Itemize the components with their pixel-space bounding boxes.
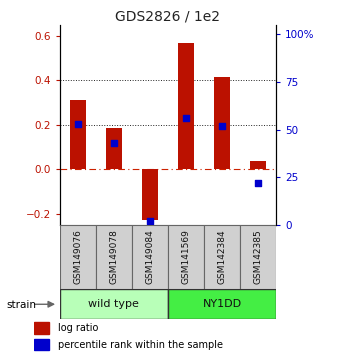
Bar — [204, 225, 240, 289]
Bar — [34, 339, 49, 350]
Bar — [214, 77, 230, 169]
Text: GSM149076: GSM149076 — [73, 229, 82, 284]
Bar — [96, 225, 132, 289]
Text: percentile rank within the sample: percentile rank within the sample — [58, 339, 223, 350]
Text: GSM141569: GSM141569 — [181, 229, 191, 284]
Bar — [178, 42, 194, 169]
Text: NY1DD: NY1DD — [203, 299, 242, 309]
Bar — [60, 225, 96, 289]
Bar — [168, 225, 204, 289]
Text: strain: strain — [7, 300, 37, 310]
Bar — [250, 161, 266, 169]
Point — [255, 180, 261, 186]
Bar — [60, 289, 168, 319]
Text: GSM142384: GSM142384 — [218, 229, 226, 284]
Point — [111, 140, 117, 146]
Text: GSM149084: GSM149084 — [145, 229, 154, 284]
Point — [219, 123, 225, 129]
Point — [183, 115, 189, 121]
Text: GSM142385: GSM142385 — [254, 229, 263, 284]
Text: wild type: wild type — [88, 299, 139, 309]
Bar — [132, 225, 168, 289]
Text: log ratio: log ratio — [58, 323, 99, 333]
Bar — [142, 169, 158, 220]
Bar — [34, 322, 49, 334]
Title: GDS2826 / 1e2: GDS2826 / 1e2 — [116, 10, 220, 24]
Text: GSM149078: GSM149078 — [109, 229, 118, 284]
Point — [75, 121, 80, 127]
Bar — [240, 225, 276, 289]
Point — [147, 218, 153, 224]
Bar — [70, 100, 86, 169]
Bar — [106, 128, 122, 169]
Bar — [168, 289, 276, 319]
